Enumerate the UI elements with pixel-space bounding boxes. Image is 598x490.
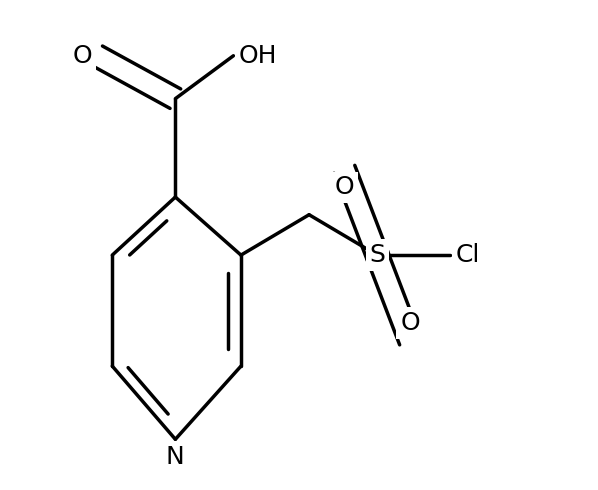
Text: S: S <box>370 243 385 267</box>
Text: O: O <box>335 175 354 199</box>
Text: O: O <box>72 44 92 68</box>
Text: OH: OH <box>239 44 277 68</box>
Text: O: O <box>400 311 420 335</box>
Text: Cl: Cl <box>456 243 480 267</box>
Text: N: N <box>166 445 185 469</box>
